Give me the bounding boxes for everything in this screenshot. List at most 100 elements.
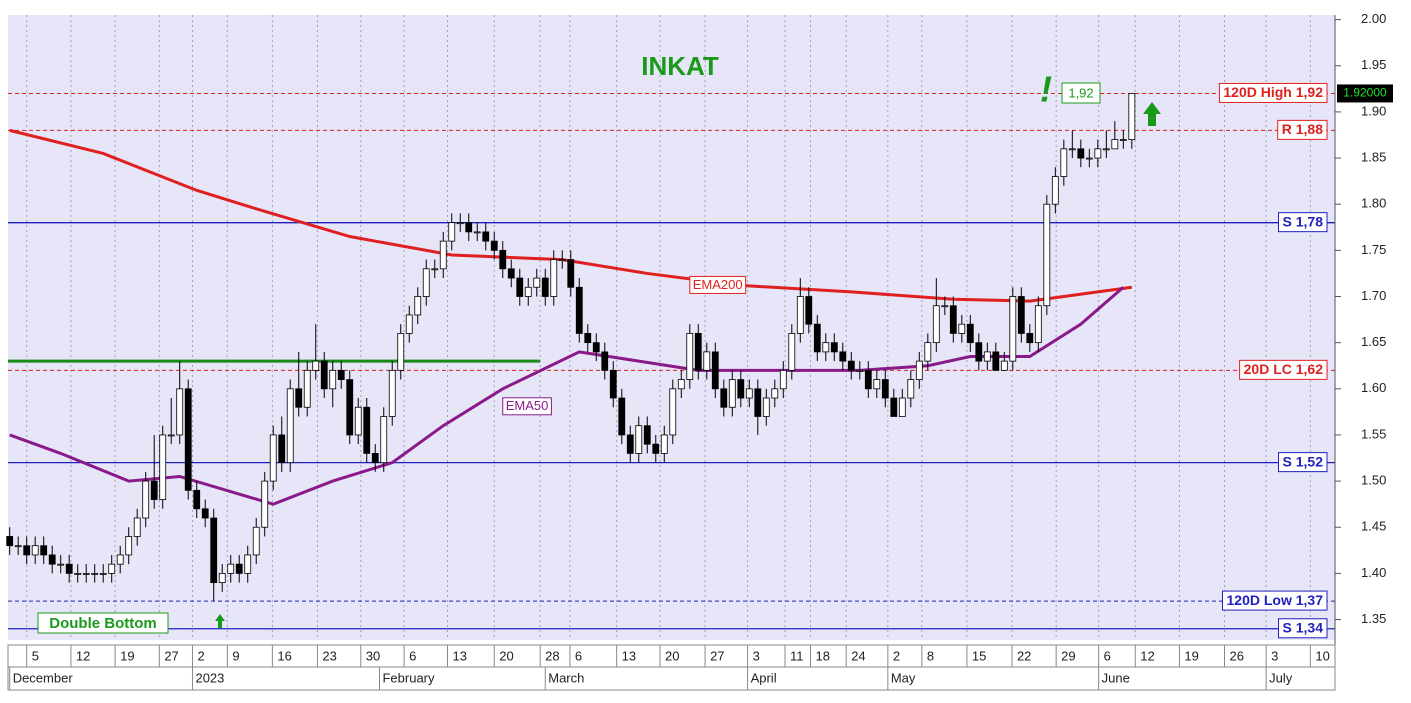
level-label-box: [1239, 359, 1328, 380]
candle-body: [278, 434, 286, 464]
candle-body: [422, 268, 430, 297]
candle-body: [881, 379, 889, 399]
candle-body: [618, 397, 626, 436]
y-tick-label: 2.00: [1361, 11, 1386, 26]
candle-body: [184, 388, 192, 491]
x-tick-label: 13: [452, 648, 466, 663]
x-tick-label: 2: [197, 648, 204, 663]
month-label: 2023: [195, 670, 224, 685]
y-tick-label: 1.35: [1361, 611, 1386, 626]
x-tick-label: 19: [1184, 648, 1198, 663]
candle-body: [813, 323, 821, 353]
candle-body: [1102, 148, 1110, 151]
candle-body: [1017, 296, 1025, 334]
candle-body: [337, 369, 345, 380]
candle-body: [567, 259, 575, 288]
candle-body: [295, 388, 303, 408]
pattern-label: Double Bottom: [49, 615, 156, 632]
candle-body: [890, 397, 898, 417]
candle-body: [652, 443, 660, 454]
candle-body: [754, 388, 762, 417]
candle-body: [108, 563, 116, 574]
x-tick-label: 28: [545, 648, 559, 663]
candle-body: [550, 259, 558, 297]
candle-body: [856, 369, 864, 372]
month-label: April: [751, 670, 777, 685]
candle-body: [728, 379, 736, 408]
candle-body: [269, 434, 277, 482]
candle-body: [91, 572, 99, 575]
x-tick-label: 20: [499, 648, 513, 663]
candle-body: [320, 360, 328, 390]
candle-body: [346, 379, 354, 436]
candle-body: [490, 240, 498, 251]
candle-body: [397, 333, 405, 371]
grid: [26, 15, 1311, 640]
candle-body: [1119, 139, 1127, 142]
indicator-line: [9, 286, 1125, 506]
y-tick-label: 1.80: [1361, 196, 1386, 211]
exclamation: !: [1040, 69, 1052, 110]
x-tick-label: 24: [851, 648, 865, 663]
candle-body: [1009, 296, 1017, 362]
candle-body: [745, 388, 753, 399]
x-tick-label: 23: [322, 648, 336, 663]
candle-body: [601, 351, 609, 371]
candle-body: [244, 554, 252, 574]
high-mark: 1,92: [1068, 85, 1093, 100]
candle-body: [1026, 333, 1034, 344]
candle-body: [329, 369, 337, 390]
candle-body: [720, 388, 728, 408]
plot-area: [8, 15, 1335, 640]
candle-body: [1051, 176, 1059, 205]
candle-body: [737, 379, 745, 399]
candle-body: [65, 563, 73, 574]
candle-body: [1111, 139, 1119, 150]
indicator-label: EMA200: [693, 277, 743, 292]
candle-body: [958, 323, 966, 334]
candle-body: [99, 572, 107, 575]
x-tick-label: 9: [232, 648, 239, 663]
x-tick-label: 3: [753, 648, 760, 663]
candle-body: [388, 369, 396, 417]
candle-body: [286, 388, 294, 464]
level-label: S 1,78: [1283, 213, 1324, 229]
candle-body: [907, 379, 915, 399]
candle-body: [354, 406, 362, 436]
x-tick-label: 18: [815, 648, 829, 663]
month-label: March: [548, 670, 584, 685]
candle-body: [992, 351, 1000, 371]
high-mark-box: [1061, 82, 1101, 104]
y-tick-label: 1.90: [1361, 103, 1386, 118]
candle-body: [1128, 93, 1136, 140]
candle-body: [516, 277, 524, 297]
x-tick-label: 12: [76, 648, 90, 663]
candle-body: [805, 296, 813, 325]
level-label-box: [1278, 212, 1328, 233]
candle-body: [541, 277, 549, 297]
month-label: February: [382, 670, 435, 685]
candle-body: [210, 517, 218, 584]
candle-body: [465, 222, 473, 233]
candle-body: [592, 342, 600, 353]
candle-body: [524, 286, 532, 297]
candle-body: [414, 296, 422, 316]
y-tick-label: 1.50: [1361, 473, 1386, 488]
x-tick-label: 30: [366, 648, 380, 663]
y-tick-label: 1.85: [1361, 149, 1386, 164]
candle-body: [584, 333, 592, 344]
level-label-box: [1218, 82, 1328, 103]
candle-body: [1000, 360, 1008, 371]
x-tick-label: 8: [927, 648, 934, 663]
candle-body: [975, 342, 983, 362]
candle-body: [227, 563, 235, 574]
candle-body: [575, 286, 583, 334]
x-tick-label: 10: [1315, 648, 1329, 663]
candle-body: [6, 536, 14, 547]
x-tick-label: 6: [1104, 648, 1111, 663]
x-tick-label: 15: [972, 648, 986, 663]
chart-title: INKAT: [641, 51, 719, 81]
candle-body: [898, 397, 906, 417]
x-tick-label: 22: [1017, 648, 1031, 663]
